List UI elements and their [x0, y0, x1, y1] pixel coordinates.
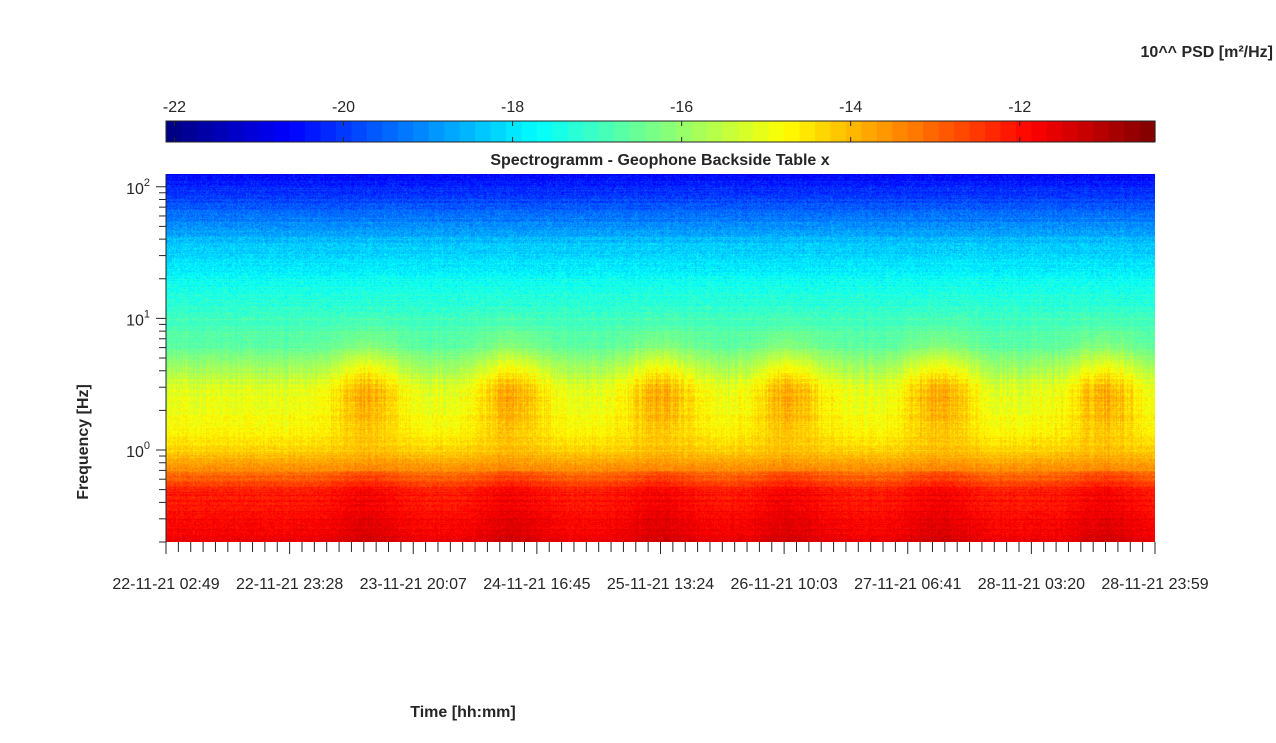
colorbar-segment — [645, 121, 662, 142]
colorbar-segment — [583, 121, 600, 142]
colorbar-segment — [181, 121, 198, 142]
colorbar-segment — [459, 121, 476, 142]
colorbar-segment — [629, 121, 646, 142]
colorbar-segment — [475, 121, 492, 142]
x-tick-label: 23-11-21 20:07 — [360, 576, 467, 593]
colorbar-segment — [490, 121, 507, 142]
colorbar-segment — [799, 121, 816, 142]
spectrogram-heatmap — [166, 174, 1155, 542]
colorbar-segment — [227, 121, 244, 142]
colorbar-segment — [1015, 121, 1032, 142]
colorbar-segment — [691, 121, 708, 142]
colorbar-tick-label: -18 — [501, 99, 524, 116]
colorbar-segment — [1000, 121, 1017, 142]
colorbar-segment — [243, 121, 260, 142]
x-axis-label: Time [hh:mm] — [410, 704, 515, 721]
colorbar-segment — [413, 121, 430, 142]
x-tick-label: 25-11-21 13:24 — [607, 576, 714, 593]
colorbar-tick-label: -20 — [332, 99, 355, 116]
colorbar-segment — [907, 121, 924, 142]
colorbar-label: 10^^ PSD [m²/Hz] — [1141, 44, 1273, 61]
colorbar-segment — [675, 121, 692, 142]
colorbar-tick-label: -12 — [1008, 99, 1031, 116]
colorbar-segment — [861, 121, 878, 142]
spectrogram-plot: 100 101 102 22-11-21 02:49 22-11-21 23:28 23… — [112, 174, 1209, 593]
colorbar-segment — [660, 121, 677, 142]
colorbar-segment — [536, 121, 553, 142]
colorbar-segment — [444, 121, 461, 142]
x-axis: 22-11-21 02:49 22-11-21 23:28 23-11-21 20:… — [112, 542, 1209, 593]
colorbar-segment — [212, 121, 229, 142]
colorbar-segment — [815, 121, 832, 142]
colorbar-segment — [1031, 121, 1048, 142]
colorbar-segment — [505, 121, 523, 142]
colorbar-segment — [737, 121, 754, 142]
colorbar-segment — [382, 121, 399, 142]
x-tick-label: 22-11-21 02:49 — [112, 576, 219, 593]
colorbar: 10^^ PSD [m²/Hz] -22 -20 -18 -16 -14 -12 — [163, 44, 1273, 143]
colorbar-segment — [1124, 121, 1141, 142]
colorbar-segment — [923, 121, 940, 142]
colorbar-segment — [706, 121, 723, 142]
colorbar-tick-label: -14 — [839, 99, 862, 116]
colorbar-segment — [166, 121, 183, 142]
y-tick-label: 102 — [126, 177, 150, 198]
colorbar-segment — [289, 121, 306, 142]
colorbar-segment — [567, 121, 584, 142]
colorbar-segment — [784, 121, 801, 142]
colorbar-segment — [305, 121, 322, 142]
chart-title: Spectrogramm - Geophone Backside Table x — [490, 152, 829, 169]
colorbar-segment — [614, 121, 631, 142]
colorbar-segment — [892, 121, 909, 142]
colorbar-segment — [1046, 121, 1063, 142]
colorbar-segment — [845, 121, 862, 142]
colorbar-segment — [366, 121, 383, 142]
x-tick-label: 28-11-21 03:20 — [978, 576, 1085, 593]
colorbar-segment — [938, 121, 955, 142]
colorbar-tick-label: -22 — [163, 99, 186, 116]
colorbar-segment — [954, 121, 971, 142]
x-tick-label: 27-11-21 06:41 — [854, 576, 961, 593]
colorbar-tick-label: -16 — [670, 99, 693, 116]
y-axis-label: Frequency [Hz] — [75, 384, 92, 500]
colorbar-segment — [335, 121, 353, 142]
colorbar-ticks: -22 -20 -18 -16 -14 -12 — [163, 99, 1031, 142]
colorbar-segment — [985, 121, 1002, 142]
colorbar-segment — [1139, 121, 1156, 142]
colorbar-frame — [165, 120, 1156, 143]
colorbar-segment — [1062, 121, 1079, 142]
colorbar-segment — [969, 121, 986, 142]
colorbar-segment — [258, 121, 275, 142]
colorbar-segment — [1077, 121, 1094, 142]
x-tick-label: 24-11-21 16:45 — [483, 576, 590, 593]
x-tick-label: 26-11-21 10:03 — [730, 576, 837, 593]
colorbar-segment — [196, 121, 213, 142]
y-tick-label: 100 — [126, 440, 150, 461]
colorbar-segment — [274, 121, 291, 142]
colorbar-segment — [351, 121, 368, 142]
colorbar-segment — [428, 121, 445, 142]
y-axis: 100 101 102 — [126, 174, 167, 543]
colorbar-segment — [397, 121, 414, 142]
colorbar-segment — [830, 121, 847, 142]
colorbar-gradient — [166, 121, 1156, 142]
colorbar-segment — [320, 121, 337, 142]
colorbar-segment — [722, 121, 739, 142]
colorbar-segment — [876, 121, 893, 142]
colorbar-segment — [768, 121, 785, 142]
colorbar-segment — [598, 121, 615, 142]
colorbar-segment — [753, 121, 770, 142]
colorbar-segment — [552, 121, 569, 142]
x-tick-label: 28-11-21 23:59 — [1101, 576, 1208, 593]
colorbar-segment — [1093, 121, 1110, 142]
colorbar-segment — [521, 121, 538, 142]
x-tick-label: 22-11-21 23:28 — [236, 576, 343, 593]
colorbar-segment — [1108, 121, 1125, 142]
y-tick-label: 101 — [126, 308, 150, 329]
